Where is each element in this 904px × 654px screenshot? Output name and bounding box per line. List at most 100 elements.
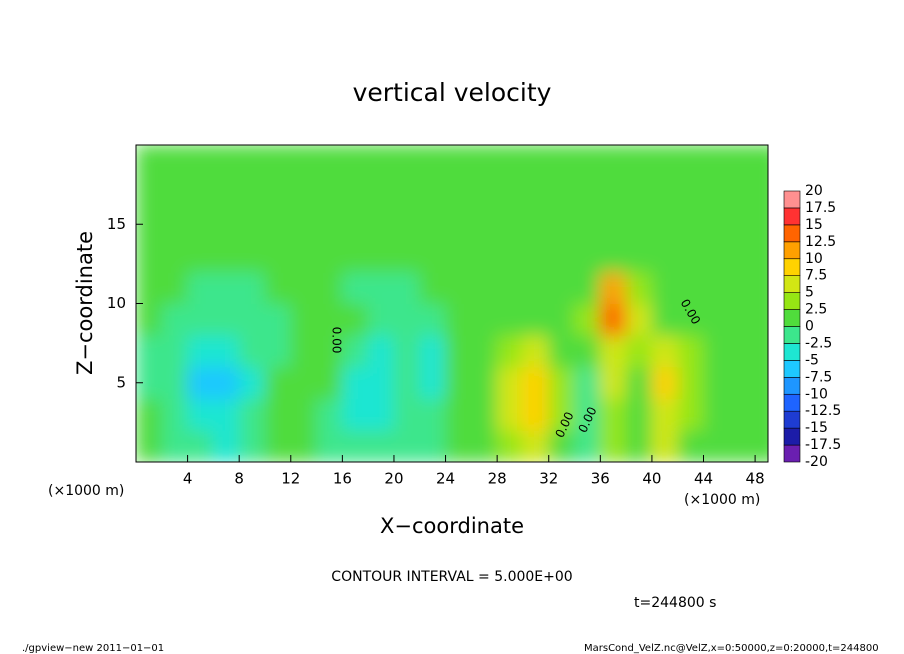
cell: [574, 207, 601, 241]
cell: [161, 145, 189, 178]
cell: [264, 429, 292, 462]
cell: [367, 176, 395, 209]
cell: [728, 334, 756, 368]
cell: [599, 334, 627, 368]
x-tick-label: 40: [642, 470, 661, 488]
colorbar-label: 0: [805, 319, 814, 335]
cell: [419, 145, 447, 178]
cell: [522, 145, 550, 178]
cell: [212, 366, 240, 400]
cell: [496, 366, 524, 400]
colorbar-swatch: [783, 190, 801, 209]
cell: [187, 303, 214, 336]
cell: [419, 207, 447, 241]
field-clip: [136, 145, 768, 462]
cell: [238, 303, 266, 336]
cell: [161, 366, 189, 400]
cell: [419, 366, 447, 400]
cell: [677, 303, 705, 336]
cell: [341, 303, 369, 336]
cell: [367, 334, 395, 368]
colorbar-swatch: [783, 224, 801, 243]
cell: [470, 239, 498, 273]
cell: [290, 398, 318, 431]
cell: [445, 429, 472, 462]
cell: [677, 429, 705, 462]
cell: [290, 429, 318, 462]
colorbar-label: 10: [805, 251, 823, 267]
cell: [677, 176, 705, 209]
cell: [316, 303, 343, 336]
cell: [187, 207, 214, 241]
cell: [677, 398, 705, 431]
cell: [212, 176, 240, 209]
cell: [703, 145, 730, 178]
cell: [548, 303, 576, 336]
cell: [470, 334, 498, 368]
cell: [496, 429, 524, 462]
cell: [161, 398, 189, 431]
cell: [445, 145, 472, 178]
x-tick-label: 24: [436, 470, 455, 488]
cell: [522, 366, 550, 400]
cell: [316, 429, 343, 462]
cell: [212, 334, 240, 368]
x-tick-label: 4: [183, 470, 193, 488]
cell: [651, 207, 679, 241]
cell: [522, 207, 550, 241]
x-tick-label: 32: [539, 470, 558, 488]
cell: [754, 334, 768, 368]
y-tick-label: 15: [107, 215, 126, 233]
cell: [574, 176, 601, 209]
x-tick-label: 20: [384, 470, 403, 488]
cell: [470, 303, 498, 336]
cell: [393, 398, 421, 431]
cell: [316, 207, 343, 241]
cell: [264, 334, 292, 368]
cell: [238, 429, 266, 462]
cell: [728, 429, 756, 462]
cell: [316, 366, 343, 400]
cell: [290, 334, 318, 368]
cell: [470, 145, 498, 178]
cell: [238, 271, 266, 304]
cell: [703, 207, 730, 241]
cell: [316, 145, 343, 178]
cell: [522, 334, 550, 368]
cell: [341, 334, 369, 368]
cell: [496, 207, 524, 241]
cell: [574, 398, 601, 431]
cell: [496, 239, 524, 273]
cell: [754, 207, 768, 241]
cell: [754, 145, 768, 178]
colorbar-label: -15: [805, 420, 828, 436]
cell: [212, 429, 240, 462]
cell: [367, 239, 395, 273]
cell: [212, 271, 240, 304]
cell: [264, 176, 292, 209]
cell: [522, 303, 550, 336]
cell: [703, 366, 730, 400]
cell: [496, 176, 524, 209]
cell: [136, 176, 163, 209]
colorbar-label: 2.5: [805, 302, 827, 318]
cell: [136, 271, 163, 304]
cell: [290, 303, 318, 336]
cell: [341, 145, 369, 178]
x-tick-label: 36: [591, 470, 610, 488]
cell: [599, 207, 627, 241]
cell: [264, 366, 292, 400]
cell: [548, 271, 576, 304]
cell: [290, 271, 318, 304]
cell: [548, 239, 576, 273]
cell: [677, 207, 705, 241]
cell: [187, 145, 214, 178]
cell: [316, 271, 343, 304]
cell: [548, 429, 576, 462]
cell: [393, 207, 421, 241]
colorbar-label: 17.5: [805, 200, 836, 216]
cell: [419, 176, 447, 209]
cell: [367, 303, 395, 336]
cell: [651, 334, 679, 368]
cell: [161, 239, 189, 273]
